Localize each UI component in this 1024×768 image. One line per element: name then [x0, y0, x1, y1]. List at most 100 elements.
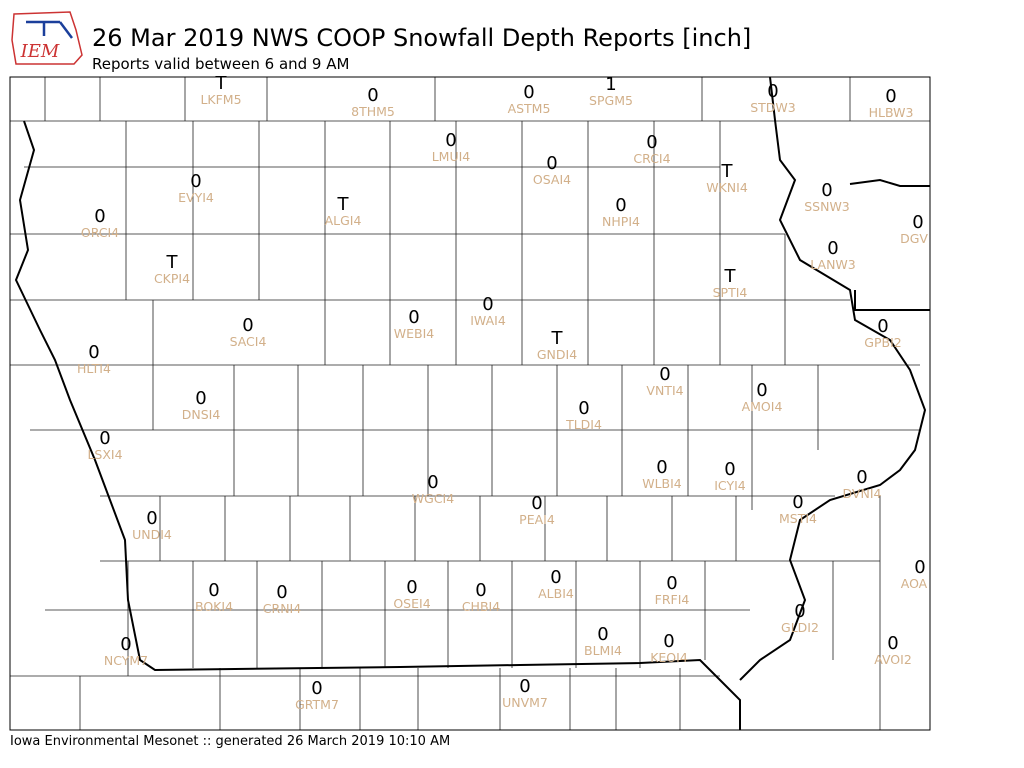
station-id: ICYI4: [714, 478, 746, 493]
snow-report: 0: [792, 492, 803, 513]
snow-report: T: [551, 328, 564, 349]
station-id: WKNI4: [706, 180, 748, 195]
state-border: [14, 120, 741, 730]
station-id: GNDI4: [537, 347, 577, 362]
station-id: DVNI4: [843, 486, 882, 501]
snow-report: 1: [605, 74, 616, 95]
station-id: UNDI4: [132, 527, 172, 542]
snow-report: 0: [445, 130, 456, 151]
snow-report: 0: [656, 457, 667, 478]
snow-report: 0: [659, 364, 670, 385]
station-id: LMUI4: [432, 149, 471, 164]
snow-report: 0: [519, 676, 530, 697]
station-id: LANW3: [810, 257, 855, 272]
snow-report: 0: [482, 294, 493, 315]
snow-report: 0: [531, 493, 542, 514]
station-id: HLBW3: [869, 105, 914, 120]
snow-report: 0: [877, 316, 888, 337]
station-id: AVOI2: [874, 652, 912, 667]
station-id: LKFM5: [200, 92, 241, 107]
snow-report: 0: [646, 132, 657, 153]
snow-report: 0: [208, 580, 219, 601]
snow-report: 0: [406, 577, 417, 598]
snow-report: 0: [827, 238, 838, 259]
snow-report: 0: [724, 459, 735, 480]
station-id: SPGM5: [589, 93, 633, 108]
snow-report: 0: [94, 206, 105, 227]
station-id: GPBI2: [864, 335, 901, 350]
subtitle: Reports valid between 6 and 9 AM: [92, 55, 349, 73]
snow-report: 0: [242, 315, 253, 336]
station-id: AMOI4: [742, 399, 783, 414]
snow-report: 0: [146, 508, 157, 529]
snow-report: 0: [550, 567, 561, 588]
station-id: FRFI4: [655, 592, 690, 607]
station-id: STDW3: [750, 100, 796, 115]
station-id: LSXI4: [87, 447, 122, 462]
snow-report: 0: [99, 428, 110, 449]
snow-report: 0: [408, 307, 419, 328]
station-id: CRCI4: [633, 151, 670, 166]
station-id: WLBI4: [642, 476, 682, 491]
state-border: [849, 178, 930, 311]
snow-report: 0: [615, 195, 626, 216]
station-id: 8THM5: [351, 104, 395, 119]
snow-report: 0: [311, 678, 322, 699]
station-id: VNTI4: [646, 383, 683, 398]
station-id: BOKI4: [195, 599, 233, 614]
county-lines: [10, 77, 930, 730]
snow-report: 0: [190, 171, 201, 192]
snow-report: 0: [666, 573, 677, 594]
snow-report: T: [166, 252, 179, 273]
snow-report: T: [215, 73, 228, 94]
snow-report: 0: [794, 601, 805, 622]
snow-report: 0: [914, 557, 925, 578]
snow-report: 0: [88, 342, 99, 363]
station-id: ORCI4: [81, 225, 119, 240]
snow-report: 0: [912, 212, 923, 233]
station-id: SPTI4: [713, 285, 748, 300]
snow-report: 0: [856, 467, 867, 488]
state-border: [739, 77, 927, 681]
snow-report: 0: [887, 633, 898, 654]
snow-report: 0: [195, 388, 206, 409]
station-id: ALGI4: [325, 213, 362, 228]
station-id: KEOI4: [650, 650, 688, 665]
snow-report: 0: [767, 81, 778, 102]
snow-report: 0: [663, 631, 674, 652]
station-id: AOA: [901, 576, 928, 591]
station-id: ALBI4: [538, 586, 574, 601]
station-id: PEAI4: [519, 512, 555, 527]
logo-text: IEM: [20, 41, 60, 62]
snow-report: 0: [885, 86, 896, 107]
station-id: CHBI4: [462, 599, 500, 614]
station-id: TLDI4: [565, 417, 602, 432]
station-id: UNVM7: [502, 695, 548, 710]
snow-report: T: [337, 194, 350, 215]
station-id: CRNI4: [263, 601, 301, 616]
snow-report: T: [721, 161, 734, 182]
station-id: SSNW3: [804, 199, 850, 214]
station-id: NHPI4: [602, 214, 640, 229]
station-id: OSAI4: [533, 172, 571, 187]
station-id: NCYM7: [104, 653, 148, 668]
snow-report: T: [724, 266, 737, 287]
map: [10, 77, 930, 730]
snow-report: 0: [756, 380, 767, 401]
logo: IEM: [11, 11, 83, 65]
snow-report: 0: [475, 580, 486, 601]
station-id: EVYI4: [178, 190, 214, 205]
snow-report: 0: [578, 398, 589, 419]
snow-report: 0: [427, 472, 438, 493]
station-id: DNSI4: [182, 407, 221, 422]
station-id: SACI4: [230, 334, 267, 349]
snow-report: 0: [276, 582, 287, 603]
snow-report: 0: [546, 153, 557, 174]
snow-report: 0: [523, 82, 534, 103]
footer: Iowa Environmental Mesonet :: generated …: [10, 734, 450, 749]
station-id: GLDI2: [781, 620, 819, 635]
station-id: OSEI4: [393, 596, 430, 611]
station-id: IWAI4: [470, 313, 506, 328]
